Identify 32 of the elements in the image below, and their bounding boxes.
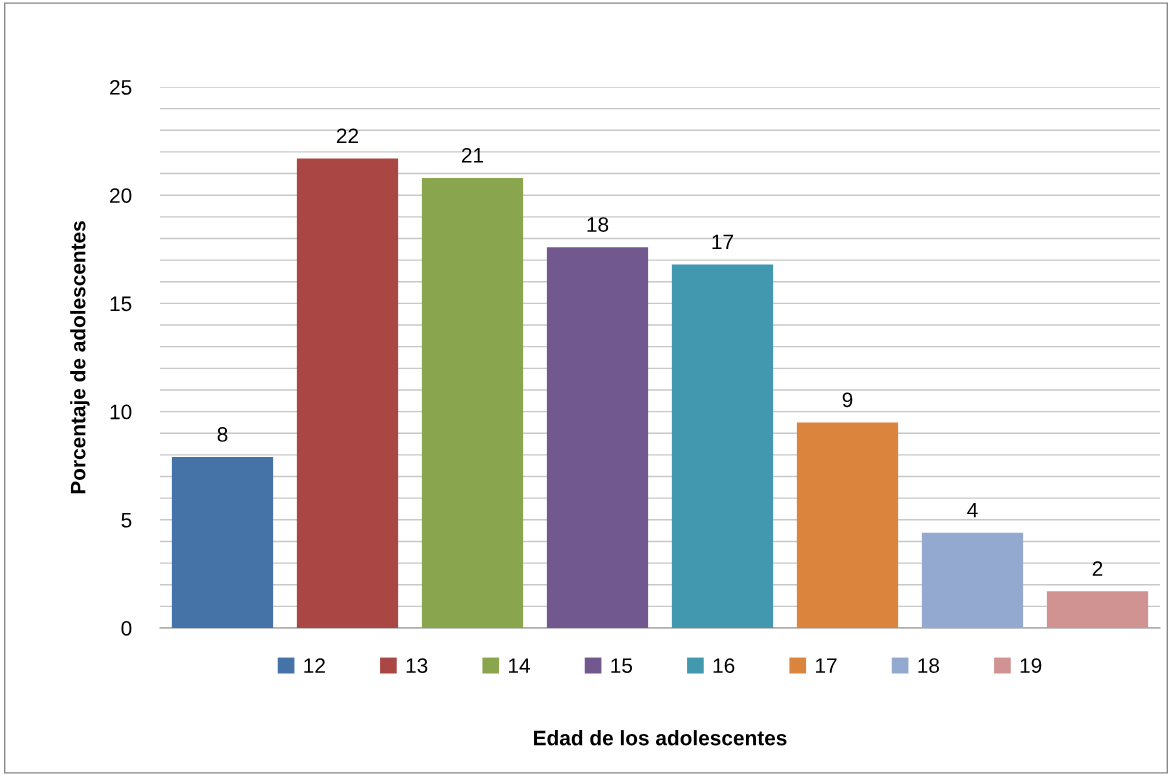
legend-label: 12 [304,658,325,673]
data-label: 18 [587,217,609,232]
y-tick-label: 20 [110,188,132,203]
y-tick-label: 5 [121,513,132,528]
y-tick-label: 25 [110,80,132,95]
data-label: 9 [842,392,853,408]
legend-label: 13 [406,658,428,673]
y-axis-title: Porcentaje de adolescentes [70,221,90,494]
bar [171,457,274,628]
data-label: 4 [967,503,978,518]
y-tick-label: 15 [110,296,132,312]
bar [421,177,524,628]
legend-label: 15 [611,658,633,673]
y-tick-label: 0 [121,621,132,636]
x-axis-title: Edad de los adolescentes [534,730,787,746]
bar [1046,591,1149,628]
legend-label: 16 [713,658,735,673]
bar [546,247,649,628]
data-label: 2 [1092,561,1103,576]
data-label: 21 [461,147,484,163]
legend-label: 14 [509,658,530,673]
bar [671,264,774,628]
data-label: 17 [712,234,734,250]
data-label: 8 [217,427,228,442]
legend-label: 18 [918,658,940,673]
bar [796,422,899,628]
legend-label: 19 [1020,658,1042,673]
bar [921,532,1024,628]
bar [296,158,399,628]
y-tick-label: 10 [110,404,132,420]
data-label: 22 [336,128,359,143]
legend-label: 17 [816,658,837,673]
